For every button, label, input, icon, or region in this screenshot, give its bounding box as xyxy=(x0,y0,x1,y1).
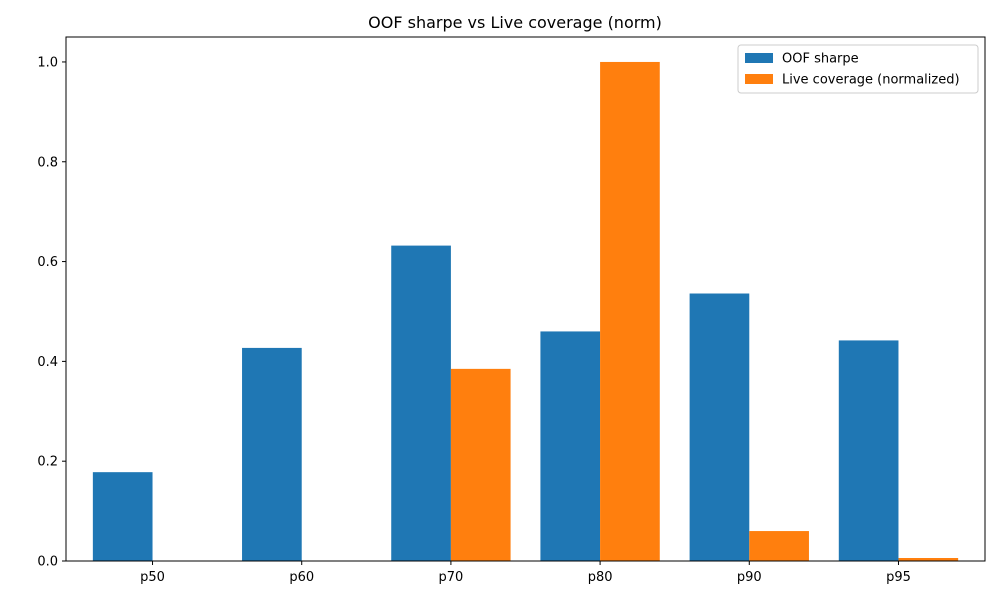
bar-oof-sharpe-p50 xyxy=(92,472,153,561)
legend-label: OOF sharpe xyxy=(782,52,859,67)
x-tick-label: p60 xyxy=(289,570,314,585)
bar-oof-sharpe-p80 xyxy=(540,331,601,561)
legend-label: Live coverage (normalized) xyxy=(782,73,960,88)
legend: OOF sharpe Live coverage (normalized) xyxy=(737,44,979,94)
legend-swatch xyxy=(745,53,773,63)
plot-frame xyxy=(65,36,986,562)
bar-oof-sharpe-p60 xyxy=(242,347,302,561)
bar-live-coverage-p80 xyxy=(600,61,660,561)
bar-live-coverage-p70 xyxy=(450,368,511,561)
x-tick-label: p50 xyxy=(140,570,165,585)
x-tick-label: p95 xyxy=(886,570,911,585)
y-tick-label: 1.0 xyxy=(37,55,58,70)
x-tick-label: p70 xyxy=(439,570,464,585)
x-axis: p50 p60 p70 p80 p90 p95 xyxy=(140,561,911,585)
bar-oof-sharpe-p90 xyxy=(689,293,750,561)
bar-live-coverage-p95 xyxy=(898,558,959,561)
y-tick-label: 0.0 xyxy=(37,555,58,570)
plot-bars xyxy=(92,61,959,561)
x-tick-label: p90 xyxy=(737,570,762,585)
y-tick-label: 0.8 xyxy=(37,155,58,170)
chart-title: OOF sharpe vs Live coverage (norm) xyxy=(368,13,662,32)
y-axis: 0.0 0.2 0.4 0.6 0.8 1.0 xyxy=(37,55,66,570)
bar-live-coverage-p90 xyxy=(749,531,809,561)
bar-oof-sharpe-p95 xyxy=(838,340,899,561)
y-tick-label: 0.2 xyxy=(37,455,58,470)
x-tick-label: p80 xyxy=(588,570,613,585)
legend-box xyxy=(737,44,979,94)
bar-oof-sharpe-p70 xyxy=(391,245,451,561)
y-tick-label: 0.6 xyxy=(37,255,58,270)
y-tick-label: 0.4 xyxy=(37,355,58,370)
legend-swatch xyxy=(745,74,773,84)
